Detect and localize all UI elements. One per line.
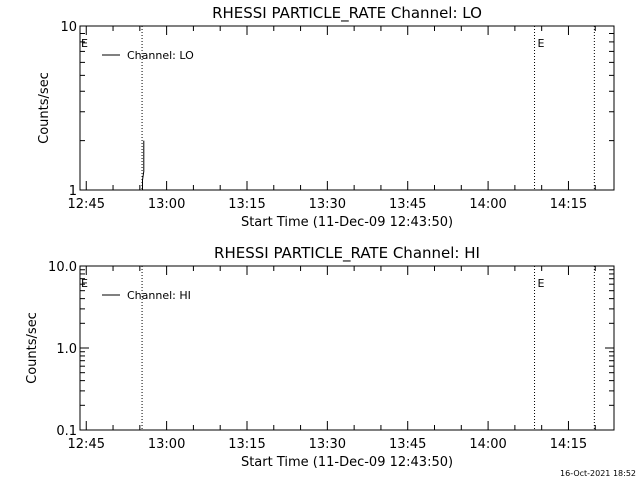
panel-2-x-tick-label: 14:15 [550, 437, 587, 452]
panel-2-x-tick-label: 14:00 [469, 437, 506, 452]
panel-1-marker-label: E [538, 37, 545, 50]
panel-1-x-tick-label: 14:15 [550, 197, 587, 212]
panel-2-chart-title: RHESSI PARTICLE_RATE Channel: HI [214, 244, 480, 263]
panel-2-corner-label: E [81, 277, 88, 290]
panel-1-x-tick-label: 13:00 [148, 197, 185, 212]
panel-1-x-tick-label: 13:30 [309, 197, 346, 212]
panel-1-x-tick-label: 14:00 [469, 197, 506, 212]
panel-2-legend-label: Channel: HI [127, 289, 191, 302]
panel-2-x-axis-label: Start Time (11-Dec-09 12:43:50) [241, 455, 453, 470]
panel-1-series-line [142, 140, 145, 190]
panel-2-x-tick-label: 13:00 [148, 437, 185, 452]
panel-1-x-axis-label: Start Time (11-Dec-09 12:43:50) [241, 215, 453, 230]
panel-1-legend-label: Channel: LO [127, 49, 194, 62]
panel-2-x-tick-label: 13:45 [389, 437, 426, 452]
panel-1-y-axis-label: Counts/sec [37, 72, 52, 144]
panel-1-y-tick-label: 1 [69, 184, 77, 199]
panel-1-x-tick-label: 13:15 [228, 197, 265, 212]
panel-1-x-tick-label: 13:45 [389, 197, 426, 212]
panel-1-corner-label: E [81, 37, 88, 50]
panel-2-y-tick-label: 0.1 [56, 424, 77, 439]
panel-1-plot-frame [79, 25, 615, 191]
panel-1-chart-title: RHESSI PARTICLE_RATE Channel: LO [212, 4, 482, 23]
panel-2-x-tick-label: 12:45 [68, 437, 105, 452]
panel-2-y-tick-label: 10.0 [48, 260, 77, 275]
panel-2-y-axis-label: Counts/sec [25, 312, 40, 384]
panel-2-x-tick-label: 13:15 [228, 437, 265, 452]
panel-1-y-tick-label: 10 [60, 20, 77, 35]
panel-2-marker-label: E [538, 277, 545, 290]
panel-2-x-tick-label: 13:30 [309, 437, 346, 452]
panel-1-x-tick-label: 12:45 [68, 197, 105, 212]
panel-2-y-tick-label: 1.0 [56, 342, 77, 357]
